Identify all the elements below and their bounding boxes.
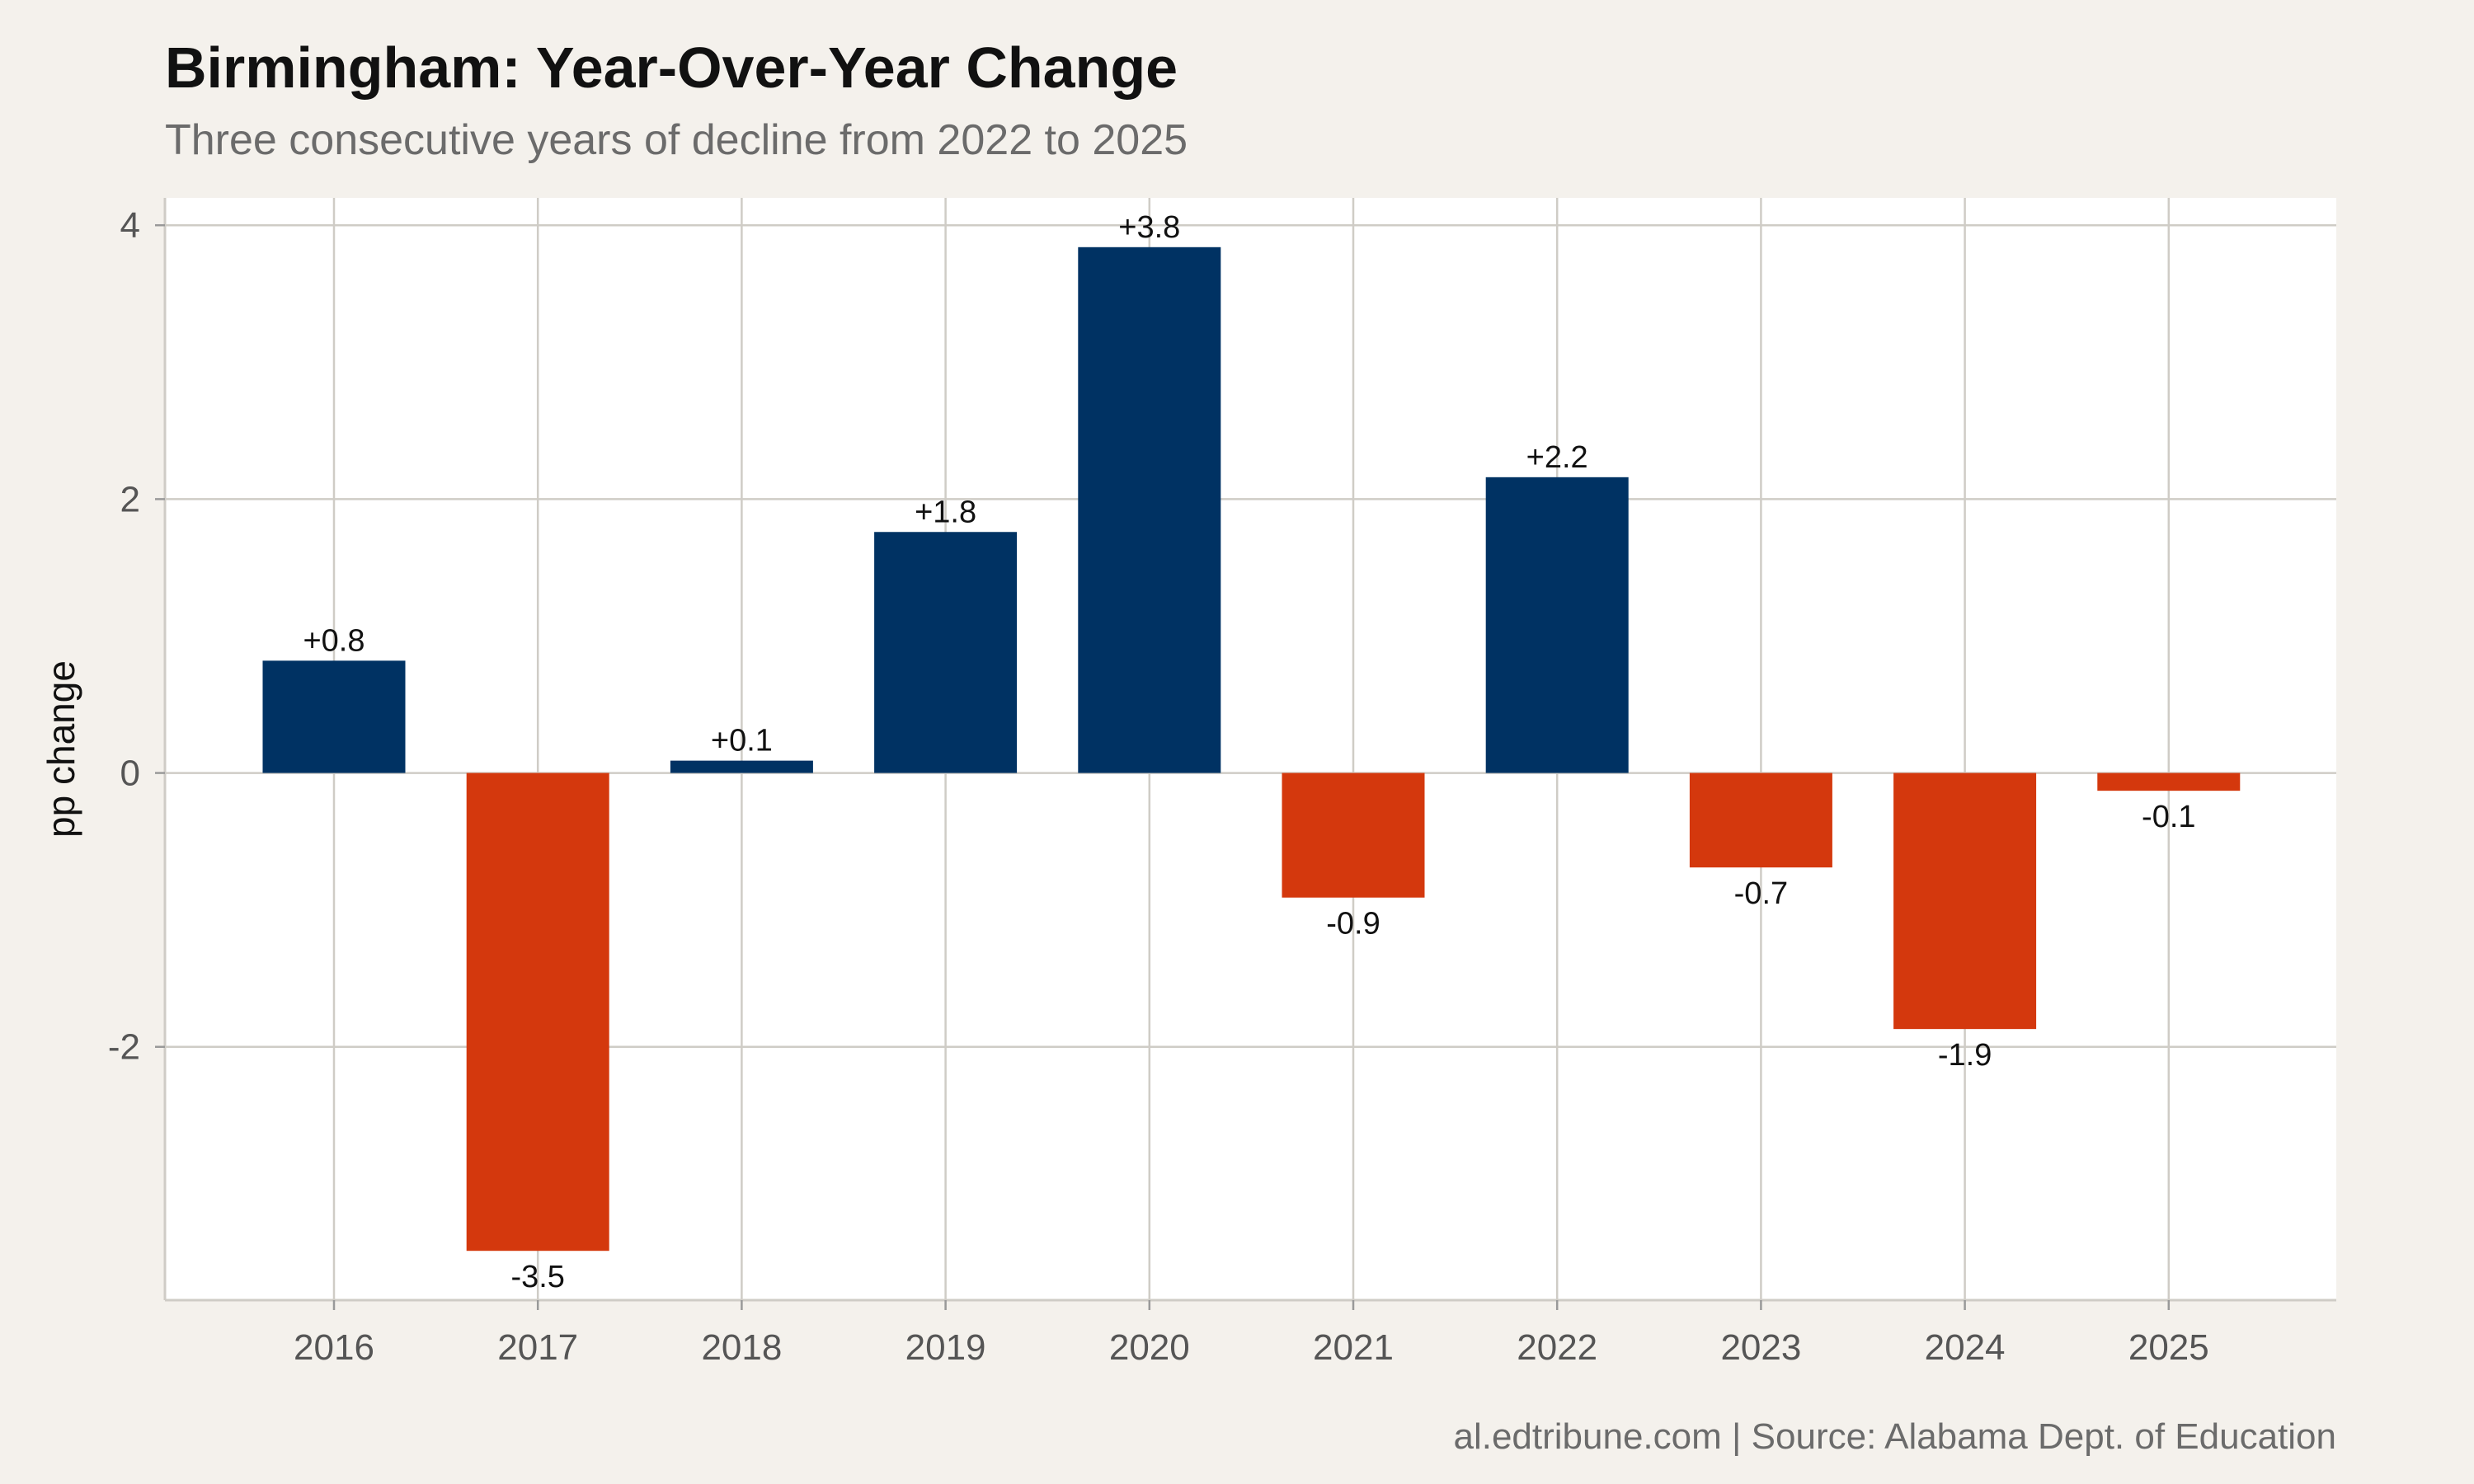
data-label-2024: -1.9 <box>1938 1038 1992 1073</box>
x-tick-label-2016: 2016 <box>294 1327 374 1368</box>
y-tick-label: -2 <box>108 1027 140 1068</box>
x-tick-label-2019: 2019 <box>905 1327 986 1368</box>
bar-2018 <box>670 760 813 773</box>
y-tick-label: 2 <box>120 479 140 519</box>
x-tick-label-2025: 2025 <box>2128 1327 2209 1368</box>
data-label-2017: -3.5 <box>510 1260 564 1294</box>
data-label-2020: +3.8 <box>1118 210 1180 245</box>
x-tick-label-2018: 2018 <box>701 1327 782 1368</box>
data-label-2019: +1.8 <box>915 495 976 529</box>
bar-2020 <box>1078 247 1221 773</box>
data-label-2016: +0.8 <box>303 623 365 658</box>
x-tick-label-2022: 2022 <box>1517 1327 1597 1368</box>
data-label-2022: +2.2 <box>1526 440 1588 475</box>
bar-2019 <box>874 532 1018 773</box>
chart-caption: al.edtribune.com | Source: Alabama Dept.… <box>1453 1416 2336 1457</box>
y-axis-title: pp change <box>40 660 82 838</box>
bar-2022 <box>1485 477 1629 773</box>
bar-2017 <box>466 773 609 1252</box>
chart-subtitle: Three consecutive years of decline from … <box>165 116 1188 164</box>
bar-2016 <box>262 660 406 773</box>
x-tick-label-2021: 2021 <box>1313 1327 1394 1368</box>
y-tick-label: 0 <box>120 754 140 794</box>
x-tick-label-2023: 2023 <box>1720 1327 1801 1368</box>
bar-2021 <box>1282 773 1425 898</box>
x-tick-label-2017: 2017 <box>497 1327 578 1368</box>
bar-2023 <box>1689 773 1832 868</box>
bar-2024 <box>1893 773 2037 1030</box>
bar-2025 <box>2097 773 2241 791</box>
x-tick-label-2020: 2020 <box>1109 1327 1190 1368</box>
data-label-2025: -0.1 <box>2142 800 2195 834</box>
data-label-2018: +0.1 <box>711 724 773 758</box>
y-tick-label: 4 <box>120 205 140 246</box>
chart-title: Birmingham: Year-Over-Year Change <box>165 35 1178 100</box>
data-label-2021: -0.9 <box>1326 907 1380 942</box>
x-tick-label-2024: 2024 <box>1925 1327 2006 1368</box>
data-label-2023: -0.7 <box>1734 876 1788 911</box>
